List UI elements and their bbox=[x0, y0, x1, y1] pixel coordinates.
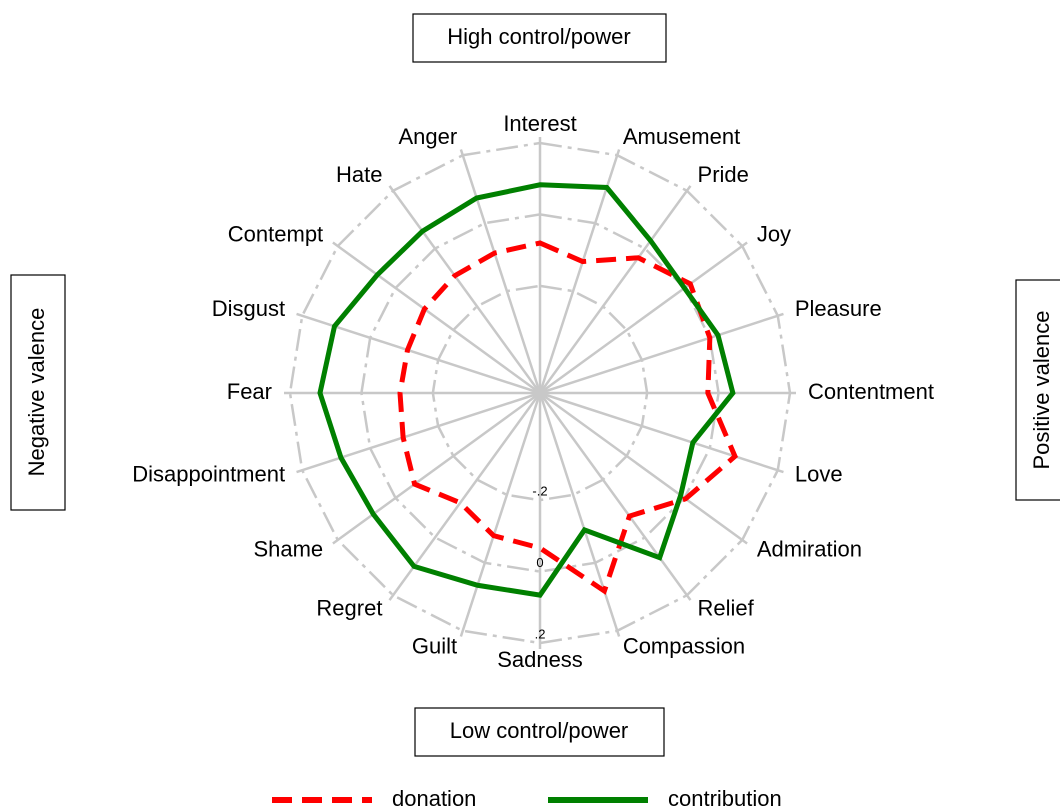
category-label: Anger bbox=[398, 124, 457, 149]
category-label: Love bbox=[795, 462, 843, 487]
series-line bbox=[397, 240, 738, 595]
annotation-box bbox=[10, 274, 66, 511]
spoke bbox=[296, 391, 541, 474]
annotation-box bbox=[412, 13, 667, 63]
spoke bbox=[388, 185, 542, 394]
category-label: Shame bbox=[253, 536, 323, 561]
grid-ring bbox=[288, 141, 792, 645]
category-label: Contentment bbox=[808, 379, 934, 404]
spoke bbox=[332, 391, 541, 545]
legend-label: donation bbox=[392, 786, 476, 811]
category-label: Sadness bbox=[497, 647, 583, 672]
annotation: High control/power bbox=[447, 24, 630, 49]
category-label: Fear bbox=[227, 379, 272, 404]
grid-ring bbox=[431, 284, 649, 502]
category-label: Admiration bbox=[757, 536, 862, 561]
annotation-box bbox=[1015, 279, 1060, 501]
category-label: Interest bbox=[503, 111, 576, 136]
category-label: Amusement bbox=[623, 124, 740, 149]
spoke bbox=[296, 312, 541, 395]
r-tick-label: -.2 bbox=[532, 484, 547, 499]
r-tick-label: 0 bbox=[536, 555, 543, 570]
category-label: Pride bbox=[698, 162, 749, 187]
annotation: Negative valence bbox=[24, 308, 49, 477]
spoke bbox=[538, 392, 621, 637]
spoke bbox=[459, 392, 542, 637]
spoke bbox=[538, 392, 692, 601]
spoke bbox=[538, 185, 692, 394]
spoke bbox=[332, 241, 541, 395]
category-label: Disappointment bbox=[132, 462, 285, 487]
spoke bbox=[539, 241, 748, 395]
annotation-box bbox=[414, 707, 665, 757]
category-label: Pleasure bbox=[795, 296, 882, 321]
spoke bbox=[539, 391, 748, 545]
spoke bbox=[539, 391, 784, 474]
category-label: Hate bbox=[336, 162, 382, 187]
grid-ring bbox=[360, 213, 720, 573]
series-line bbox=[317, 182, 736, 598]
annotation: Positive valence bbox=[1029, 311, 1054, 470]
spoke bbox=[459, 149, 542, 394]
r-tick-label: .2 bbox=[535, 626, 546, 641]
category-label: Compassion bbox=[623, 634, 745, 659]
annotation: Low control/power bbox=[450, 718, 629, 743]
spoke bbox=[539, 312, 784, 395]
category-label: Joy bbox=[757, 221, 791, 246]
category-label: Disgust bbox=[212, 296, 285, 321]
category-label: Guilt bbox=[412, 634, 457, 659]
category-label: Relief bbox=[698, 596, 755, 621]
category-label: Regret bbox=[316, 596, 382, 621]
legend-label: contribution bbox=[668, 786, 782, 811]
category-label: Contempt bbox=[228, 221, 323, 246]
